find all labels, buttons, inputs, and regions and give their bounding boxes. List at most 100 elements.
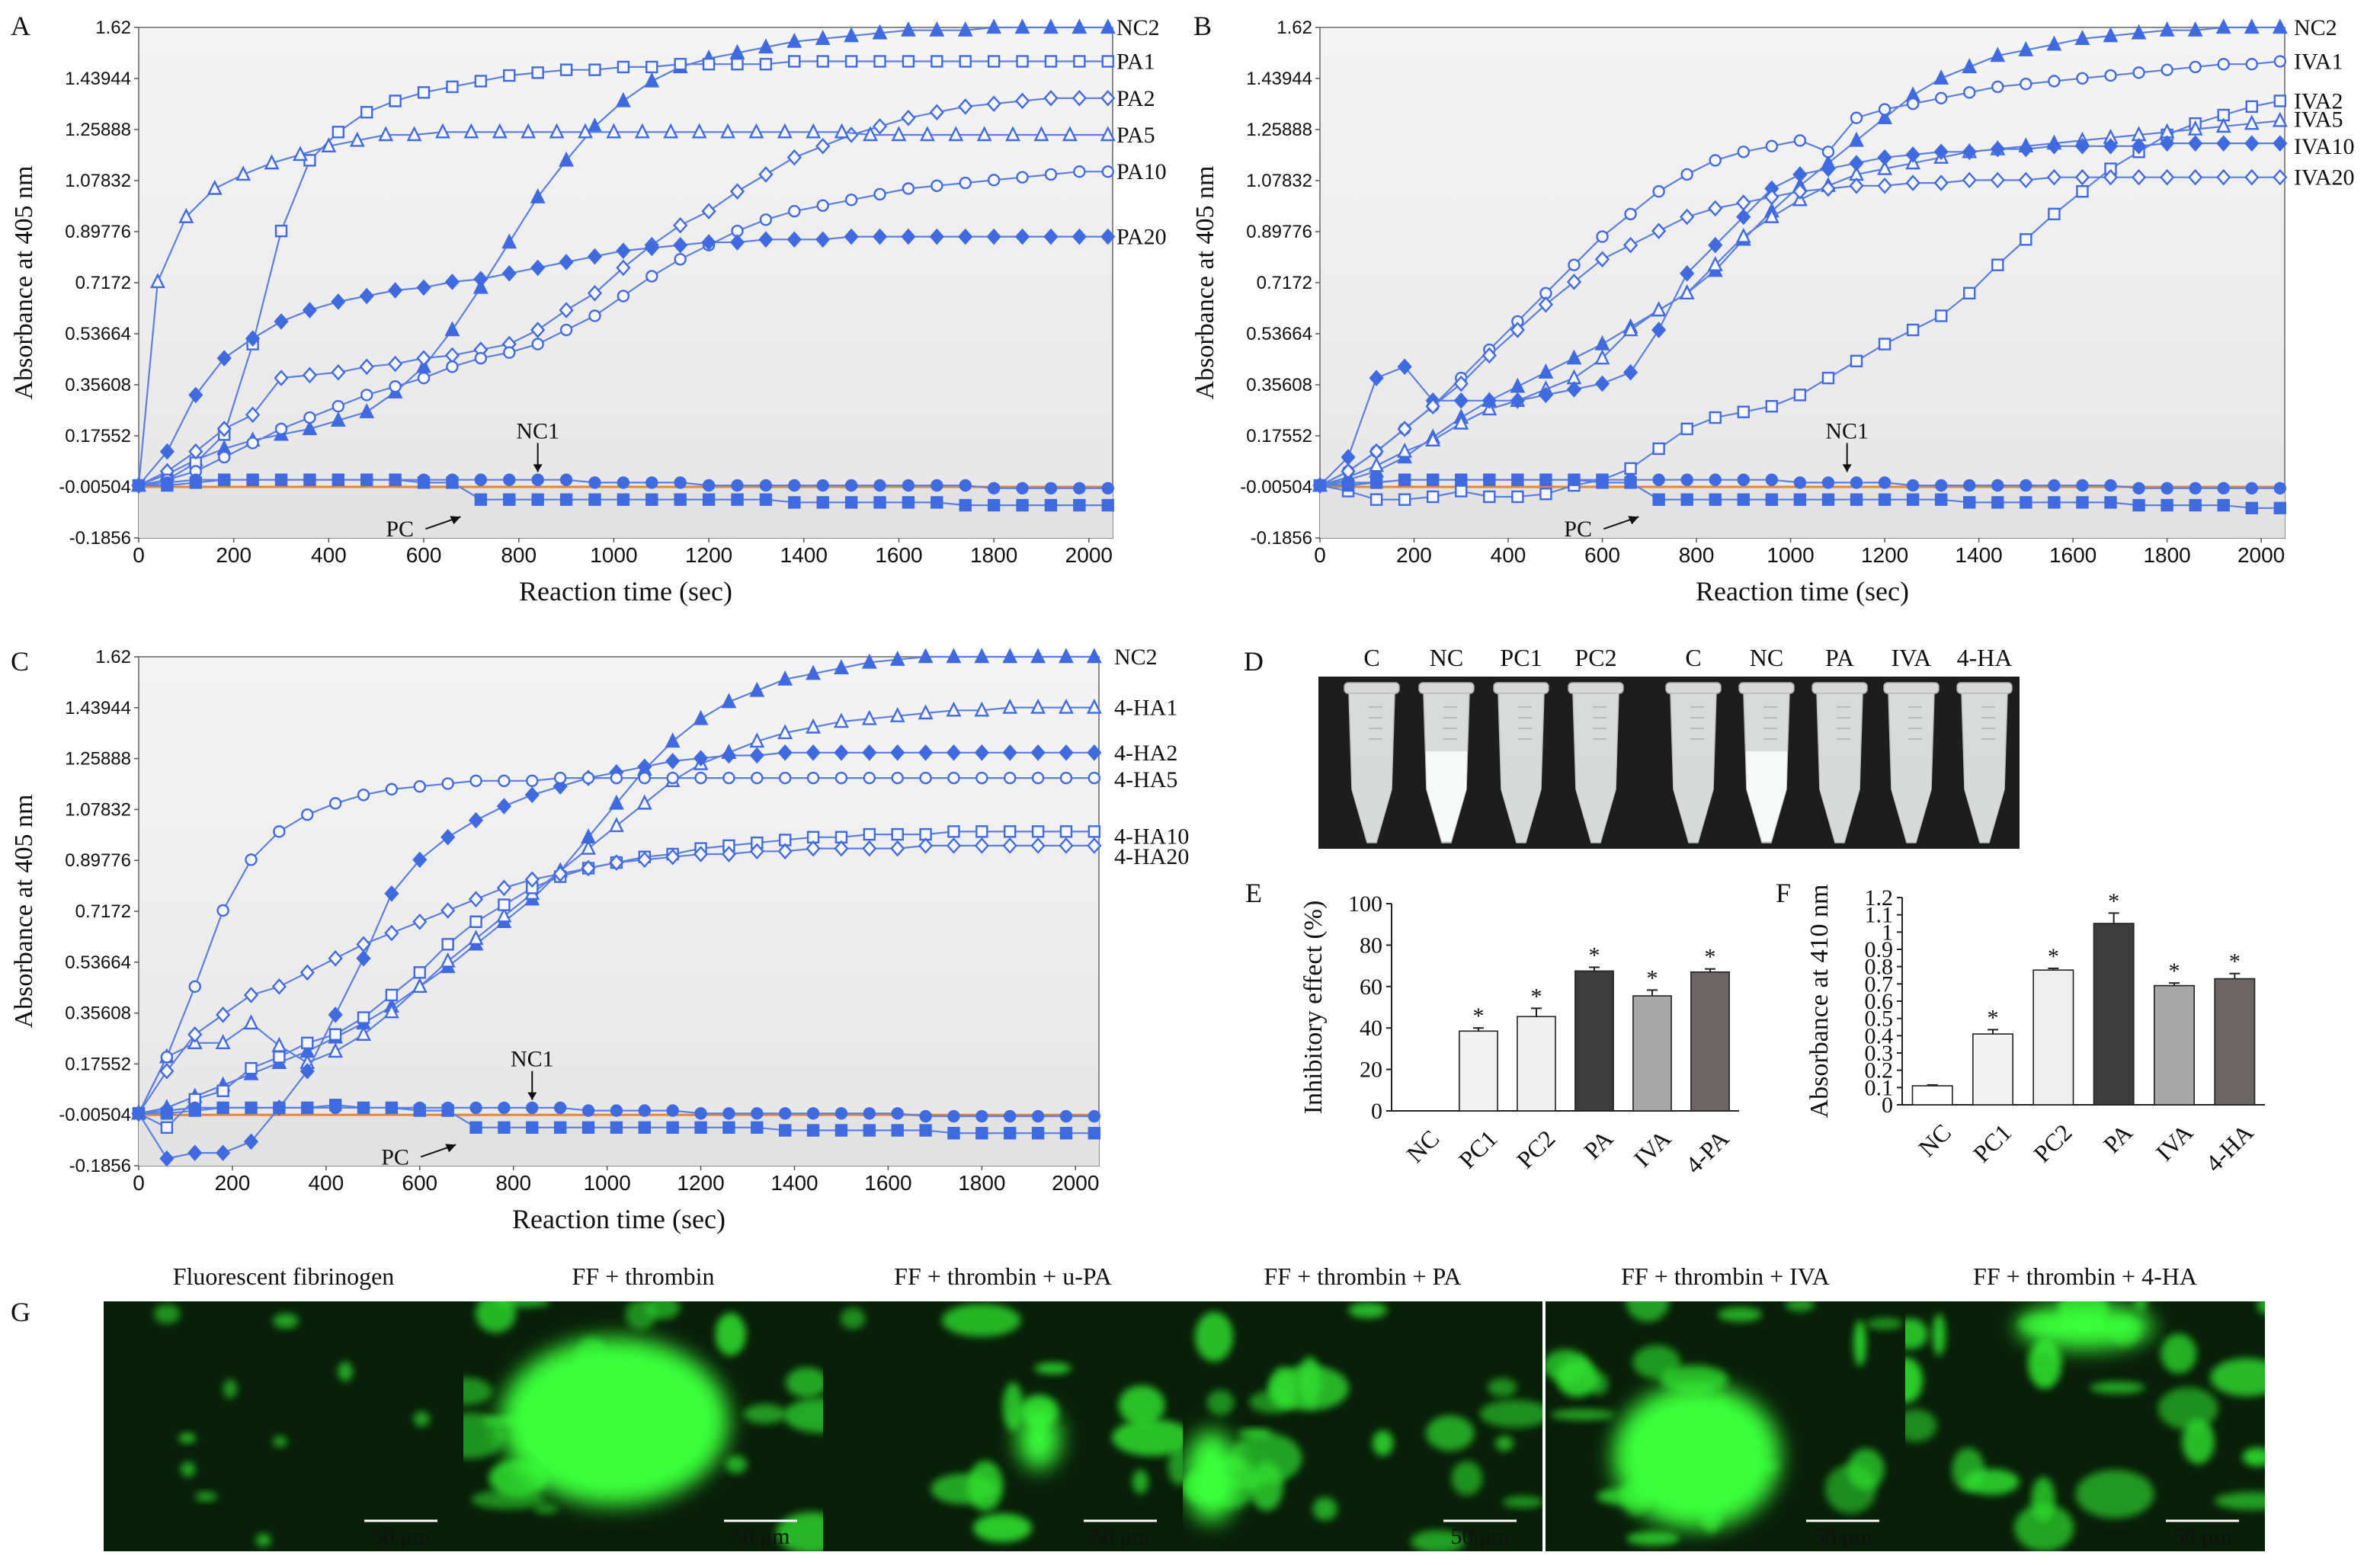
data-point-NC1	[806, 1107, 820, 1120]
data-point-NC1	[2273, 482, 2287, 495]
data-point-IVA20	[1708, 200, 1723, 217]
data-point-IVA5	[1397, 442, 1413, 458]
data-point-NC1	[959, 478, 972, 492]
data-point-4-HA20	[777, 843, 793, 860]
fluorescent-fiber	[1312, 1496, 1337, 1521]
data-point-PC	[503, 493, 516, 506]
data-point-PA20	[245, 330, 261, 347]
data-point-PC	[975, 1127, 988, 1140]
tube-right-1	[1738, 682, 1795, 843]
y-tick-label: -0.00504	[59, 1105, 131, 1125]
fluorescent-fiber	[1626, 1301, 1670, 1322]
data-point-4-HA5	[638, 771, 652, 785]
x-tick-label: 800	[495, 1171, 531, 1195]
data-point-4-HA2	[524, 786, 540, 804]
y-tick-label: 1.43944	[65, 69, 131, 89]
x-tick-label: 1600	[2049, 543, 2097, 567]
fluorescent-fiber	[533, 1504, 559, 1514]
data-point-IVA2	[1991, 258, 2004, 271]
series-PA2	[131, 89, 1116, 494]
data-point-PC	[161, 478, 174, 492]
x-tick-label: 400	[311, 543, 347, 567]
data-point-PA20	[616, 242, 631, 259]
data-point-PC	[132, 1107, 146, 1120]
fluorescent-fiber	[1905, 1357, 1924, 1403]
tube-label: PC2	[1574, 644, 1616, 671]
data-point-PC	[1934, 493, 1948, 506]
significance-star: *	[1473, 1003, 1485, 1029]
x-tick-label: 0	[133, 1171, 145, 1195]
data-point-IVA10	[2244, 135, 2260, 152]
plot-area	[138, 656, 1100, 1167]
data-point-PC	[274, 473, 288, 486]
data-point-NC2	[501, 233, 517, 249]
data-point-NC1	[553, 1101, 567, 1115]
fluorescent-fiber	[1348, 1302, 1388, 1319]
data-point-PC	[1369, 476, 1383, 489]
x-category-label: PA	[2098, 1119, 2138, 1158]
data-point-IVA5	[2215, 117, 2231, 133]
data-point-IVA1	[1652, 185, 1665, 198]
data-point-NC1	[722, 1107, 735, 1120]
data-point-PA1	[873, 55, 886, 68]
data-point-4-HA20	[918, 837, 934, 854]
data-point-4-HA1	[918, 704, 934, 720]
data-point-PC	[1016, 498, 1029, 512]
data-point-PA1	[1016, 55, 1029, 68]
data-point-PA10	[218, 450, 231, 464]
data-point-PC	[1031, 1127, 1045, 1140]
data-point-IVA20	[1736, 194, 1751, 211]
data-point-PA1	[446, 80, 459, 94]
data-point-NC1	[694, 1107, 707, 1120]
data-point-PA20	[1043, 228, 1059, 245]
data-point-IVA10	[1792, 166, 1808, 183]
data-point-IVA20	[2216, 168, 2231, 186]
annotation-pc: PC	[1564, 517, 1592, 542]
data-point-IVA5	[1763, 207, 1779, 223]
micrograph-background	[1183, 1301, 1542, 1551]
data-point-IVA10	[1369, 370, 1384, 386]
data-point-PA5	[948, 126, 964, 142]
data-point-4-HA5	[751, 771, 764, 785]
x-axis-title: Reaction time (sec)	[519, 576, 732, 606]
data-point-NC1	[1073, 482, 1086, 495]
y-tick-label: -0.1856	[69, 1156, 131, 1176]
data-point-PA5	[919, 126, 935, 142]
series-label-PA1: PA1	[1116, 50, 1155, 75]
fluorescent-fiber	[2090, 1381, 2145, 1394]
data-point-4-HA5	[1031, 771, 1045, 785]
data-point-PC	[216, 1101, 229, 1115]
data-point-NC1	[919, 1109, 932, 1123]
data-point-NC2	[815, 30, 831, 46]
data-point-IVA10	[1821, 160, 1836, 178]
data-point-IVA10	[1877, 149, 1892, 166]
data-point-PC	[332, 473, 345, 486]
data-point-PC	[1680, 493, 1693, 506]
data-point-4-HA10	[863, 827, 876, 841]
data-point-4-HA1	[636, 794, 652, 810]
data-point-IVA20	[2188, 168, 2203, 186]
data-point-4-HA20	[946, 837, 962, 854]
data-point-PC	[360, 473, 373, 486]
y-tick-label: 0.89776	[1246, 222, 1312, 242]
data-point-PA2	[359, 358, 374, 376]
tube-liquid	[1964, 751, 2005, 841]
data-point-IVA10	[1481, 392, 1497, 409]
x-category-label: 4-HA	[2200, 1119, 2259, 1177]
x-tick-label: 200	[215, 1171, 251, 1195]
tube-cap	[1811, 682, 1868, 694]
data-point-PA1	[816, 55, 829, 68]
data-point-4-HA20	[721, 846, 737, 863]
data-point-4-HA10	[1004, 825, 1017, 838]
data-point-PA5	[1033, 126, 1049, 142]
data-point-IVA1	[1963, 86, 1976, 99]
data-point-PC	[694, 1121, 707, 1135]
data-point-4-HA5	[947, 771, 960, 785]
data-point-IVA5	[2187, 120, 2203, 136]
data-point-PA5	[235, 165, 251, 181]
data-point-4-HA5	[863, 771, 876, 785]
data-point-PC	[245, 1101, 258, 1115]
data-point-PA5	[492, 123, 508, 139]
data-point-4-HA1	[1086, 698, 1102, 714]
